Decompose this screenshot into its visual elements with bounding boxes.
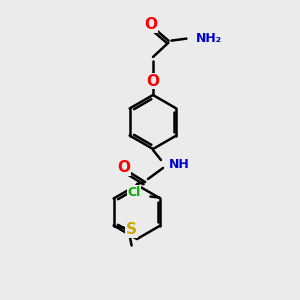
Text: Cl: Cl	[127, 186, 140, 199]
Text: O: O	[146, 74, 160, 88]
Text: S: S	[126, 222, 137, 237]
Text: NH₂: NH₂	[195, 32, 222, 45]
Text: O: O	[118, 160, 130, 175]
Text: NH: NH	[169, 158, 190, 172]
Text: O: O	[144, 17, 157, 32]
